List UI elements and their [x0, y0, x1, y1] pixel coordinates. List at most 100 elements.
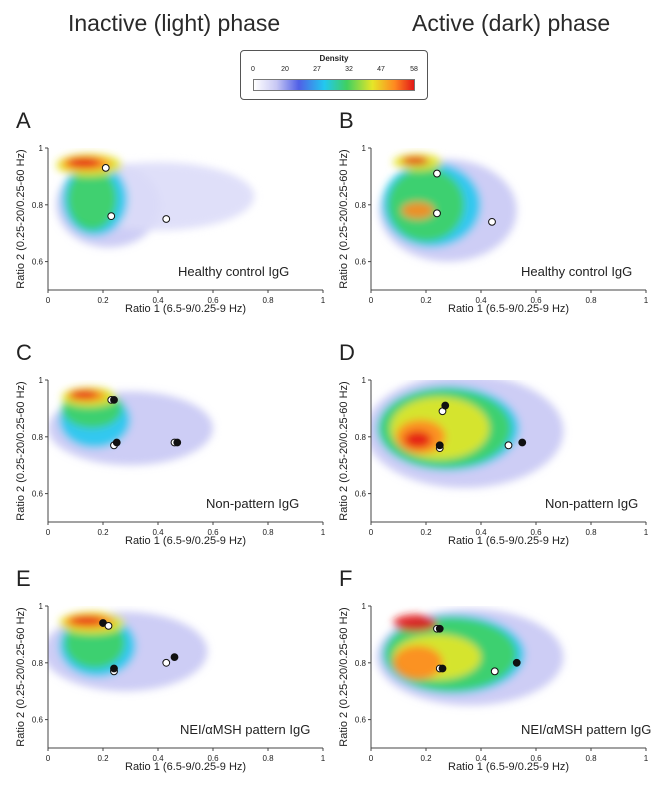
x-tick-label: 0.4	[475, 296, 487, 305]
colorbar-tick: 58	[410, 66, 418, 73]
y-tick-label: 0.8	[32, 201, 44, 210]
x-tick-label: 0.2	[97, 296, 109, 305]
x-tick-label: 0.8	[585, 754, 597, 763]
panel-e: E 0 0.2 0.4 0.6 0.8 1 0.6 0.8 1 Ratio 2 (0.25-20/…	[10, 566, 340, 786]
y-tick-label: 0.6	[355, 490, 367, 499]
colorbar-tick: 0	[251, 66, 255, 73]
data-point-white	[433, 209, 441, 218]
density-region	[67, 157, 101, 168]
colorbar-gradient	[253, 79, 415, 91]
data-point-white	[101, 163, 110, 172]
x-tick-label: 0.6	[530, 528, 542, 537]
colorbar-tick: 47	[377, 66, 385, 73]
panel-b: B 0 0.2 0.4 0.6 0.8 1 0.6 0.8 1 Ratio 2 (0.25-20/…	[333, 108, 663, 328]
colorbar-tick: 20	[281, 66, 289, 73]
x-tick-label: 0.6	[530, 754, 542, 763]
density-field	[376, 608, 564, 706]
data-point-black	[112, 438, 121, 447]
data-point-black	[110, 664, 118, 673]
data-point-black	[438, 664, 447, 673]
panel-letter: D	[339, 340, 355, 365]
x-tick-label: 0	[46, 296, 51, 305]
data-point-white	[490, 667, 499, 676]
density-plot-f: 0 0.2 0.4 0.6 0.8 1 0.6 0.8 1 Ratio 2 (0.25-20/0.…	[338, 602, 649, 763]
colorbar-tick: 27	[313, 66, 321, 73]
density-region	[404, 431, 432, 449]
y-axis-label: Ratio 2 (0.25-20/0.25-60 Hz)	[338, 607, 350, 746]
x-tick-label: 0.4	[152, 296, 164, 305]
panel-c: C 0 0.2 0.4 0.6 0.8 1 0.6 0.8 1 Ratio 2 (0.25-20/…	[10, 340, 340, 560]
data-point-black	[518, 438, 527, 447]
panel-label: Healthy control IgG	[178, 264, 290, 279]
y-tick-label: 1	[39, 144, 44, 153]
x-axis-label: Ratio 1 (6.5-9/0.25-9 Hz)	[125, 303, 247, 315]
panel-letter: C	[16, 340, 32, 365]
y-axis-label: Ratio 2 (0.25-20/0.25-60 Hz)	[15, 149, 27, 288]
x-axis-label: Ratio 1 (6.5-9/0.25-9 Hz)	[448, 761, 570, 773]
y-tick-label: 0.6	[32, 716, 44, 725]
data-point-white	[162, 658, 171, 667]
x-tick-label: 0.8	[585, 296, 597, 305]
density-plot-a: 0 0.2 0.4 0.6 0.8 1 0.6 0.8 1 Ratio 2 (0.25-20/0.…	[15, 144, 326, 305]
density-field	[379, 153, 517, 262]
panel-d: D 0 0.2 0.4 0.6 0.8 1 0.6 0.8 1 Ratio 2 (0.25-20/…	[333, 340, 663, 560]
y-tick-label: 0.8	[355, 659, 367, 668]
panel-label: Healthy control IgG	[521, 264, 633, 279]
x-tick-label: 0	[46, 754, 51, 763]
data-point-white	[104, 621, 113, 630]
panel-label: Non-pattern IgG	[545, 496, 639, 511]
density-region	[401, 156, 429, 166]
y-tick-label: 1	[362, 376, 367, 385]
x-tick-label: 1	[644, 296, 649, 305]
density-field	[56, 153, 255, 248]
density-plot-c: 0 0.2 0.4 0.6 0.8 1 0.6 0.8 1 Ratio 2 (0.25-20/0.…	[15, 376, 326, 537]
y-tick-label: 0.8	[32, 659, 44, 668]
x-tick-label: 0.2	[97, 754, 109, 763]
y-tick-label: 0.6	[355, 716, 367, 725]
density-region	[70, 389, 98, 399]
density-region	[67, 167, 117, 231]
x-tick-label: 1	[644, 528, 649, 537]
x-tick-label: 0	[46, 528, 51, 537]
data-point-black	[110, 395, 118, 404]
y-tick-label: 1	[39, 602, 44, 611]
y-tick-label: 1	[362, 144, 367, 153]
x-tick-label: 0.6	[207, 528, 219, 537]
x-tick-label: 0.6	[207, 754, 219, 763]
x-tick-label: 0	[369, 754, 374, 763]
x-tick-label: 0.8	[262, 754, 274, 763]
x-tick-label: 0	[369, 528, 374, 537]
x-tick-label: 1	[321, 296, 326, 305]
panel-label: NEI/αMSH pattern IgG	[521, 722, 652, 737]
column-title-active: Active (dark) phase	[412, 10, 611, 36]
panel-letter: E	[16, 566, 31, 591]
y-tick-label: 0.8	[355, 201, 367, 210]
panel-f: F 0 0.2 0.4 0.6 0.8 1 0.6 0.8 1 Ratio 2 (0.25-20/…	[333, 566, 663, 786]
y-tick-label: 0.8	[32, 433, 44, 442]
x-tick-label: 0.6	[530, 296, 542, 305]
x-axis-label: Ratio 1 (6.5-9/0.25-9 Hz)	[448, 303, 570, 315]
x-axis-label: Ratio 1 (6.5-9/0.25-9 Hz)	[448, 535, 570, 547]
y-tick-label: 1	[39, 376, 44, 385]
density-field	[371, 380, 564, 488]
density-colorbar: Density 0 20 27 32 47 58	[240, 50, 428, 100]
data-point-white	[488, 217, 496, 226]
y-tick-label: 0.6	[355, 258, 367, 267]
x-tick-label: 0.8	[262, 296, 274, 305]
data-point-black	[173, 438, 182, 447]
x-tick-label: 1	[321, 528, 326, 537]
data-point-black	[435, 441, 444, 450]
x-tick-label: 0.4	[152, 528, 164, 537]
density-region	[70, 615, 103, 625]
data-point-black	[441, 401, 450, 410]
data-point-white	[107, 212, 116, 221]
colorbar-tick: 32	[345, 66, 353, 73]
density-field	[48, 387, 213, 466]
density-region	[393, 645, 443, 680]
y-tick-label: 0.8	[355, 433, 367, 442]
x-tick-label: 0.4	[475, 528, 487, 537]
panel-letter: A	[16, 108, 31, 133]
panel-label: Non-pattern IgG	[206, 496, 300, 511]
x-tick-label: 0.2	[420, 754, 432, 763]
column-title-inactive: Inactive (light) phase	[68, 10, 281, 36]
